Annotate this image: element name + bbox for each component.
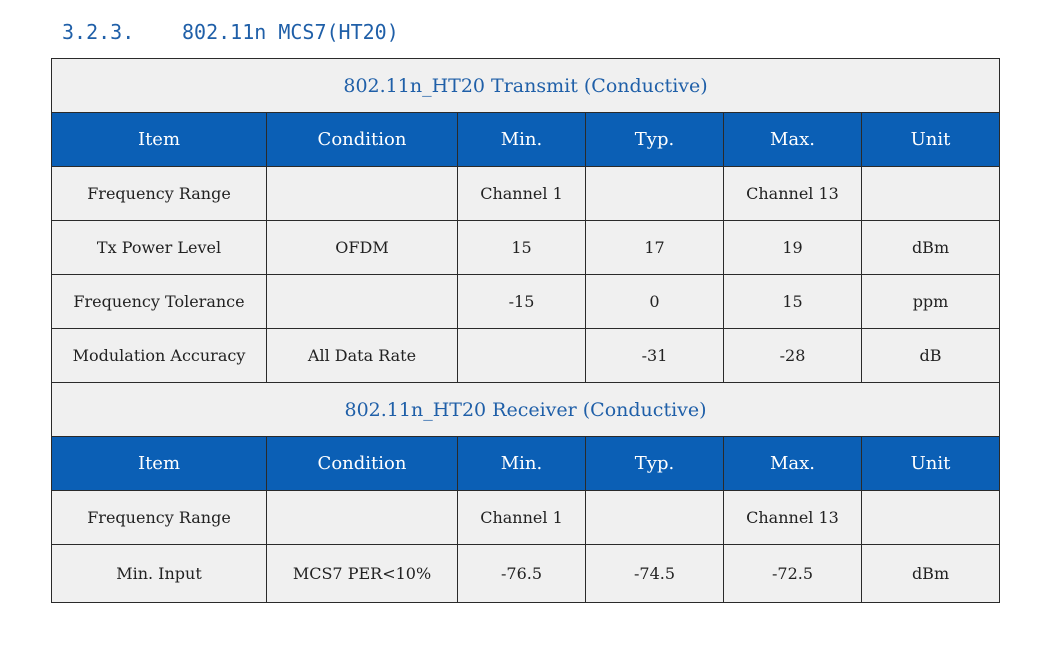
table-row: Min. Input MCS7 PER<10% -76.5 -74.5 -72.… xyxy=(51,544,1001,603)
table-cell xyxy=(457,328,586,383)
column-header: Item xyxy=(51,436,267,491)
table-cell: -15 xyxy=(457,274,586,329)
table-cell xyxy=(860,166,1001,221)
table-row: Modulation Accuracy All Data Rate -31 -2… xyxy=(51,328,1001,383)
table-cell: -74.5 xyxy=(585,544,724,603)
column-header: Condition xyxy=(266,436,458,491)
table-cell: dB xyxy=(860,328,1001,383)
table-cell: Frequency Range xyxy=(51,490,267,545)
table-cell: dBm xyxy=(860,220,1001,275)
table-cell: 19 xyxy=(723,220,862,275)
table-cell: ppm xyxy=(860,274,1001,329)
spec-table: 802.11n_HT20 Transmit (Conductive) Item … xyxy=(50,58,1001,603)
table-row: Frequency Range Channel 1 Channel 13 xyxy=(51,166,1001,221)
table-cell: OFDM xyxy=(266,220,458,275)
table-cell: 15 xyxy=(723,274,862,329)
table-cell: Modulation Accuracy xyxy=(51,328,267,383)
table-cell xyxy=(266,166,458,221)
column-header: Unit xyxy=(860,436,1001,491)
transmit-title-row: 802.11n_HT20 Transmit (Conductive) xyxy=(50,58,1001,113)
column-header: Unit xyxy=(860,112,1001,167)
receiver-title: 802.11n_HT20 Receiver (Conductive) xyxy=(50,382,1001,437)
column-header: Typ. xyxy=(585,436,724,491)
table-cell: 15 xyxy=(457,220,586,275)
column-header: Condition xyxy=(266,112,458,167)
table-cell: -72.5 xyxy=(723,544,862,603)
table-cell: Channel 1 xyxy=(457,490,586,545)
table-cell: Frequency Range xyxy=(51,166,267,221)
table-cell: Tx Power Level xyxy=(51,220,267,275)
transmit-header-row: Item Condition Min. Typ. Max. Unit xyxy=(51,112,1001,167)
table-cell xyxy=(585,166,724,221)
table-cell: Min. Input xyxy=(51,544,267,603)
table-cell xyxy=(585,490,724,545)
column-header: Typ. xyxy=(585,112,724,167)
table-cell xyxy=(266,490,458,545)
section-number: 3.2.3. xyxy=(62,20,135,44)
table-cell: dBm xyxy=(860,544,1001,603)
table-cell: Channel 13 xyxy=(723,166,862,221)
table-cell: Frequency Tolerance xyxy=(51,274,267,329)
table-cell xyxy=(266,274,458,329)
table-cell: Channel 13 xyxy=(723,490,862,545)
table-cell: -76.5 xyxy=(457,544,586,603)
column-header: Max. xyxy=(723,436,862,491)
table-cell: 0 xyxy=(585,274,724,329)
table-cell: Channel 1 xyxy=(457,166,586,221)
column-header: Min. xyxy=(457,112,586,167)
table-cell: All Data Rate xyxy=(266,328,458,383)
table-cell: -28 xyxy=(723,328,862,383)
table-cell: MCS7 PER<10% xyxy=(266,544,458,603)
section-title: 802.11n MCS7(HT20) xyxy=(182,20,399,44)
table-cell xyxy=(860,490,1001,545)
receiver-title-row: 802.11n_HT20 Receiver (Conductive) xyxy=(50,382,1001,437)
table-cell: -31 xyxy=(585,328,724,383)
table-row: Frequency Range Channel 1 Channel 13 xyxy=(51,490,1001,545)
column-header: Min. xyxy=(457,436,586,491)
table-cell: 17 xyxy=(585,220,724,275)
section-heading: 3.2.3. 802.11n MCS7(HT20) xyxy=(62,18,399,46)
table-row: Frequency Tolerance -15 0 15 ppm xyxy=(51,274,1001,329)
column-header: Max. xyxy=(723,112,862,167)
table-row: Tx Power Level OFDM 15 17 19 dBm xyxy=(51,220,1001,275)
receiver-header-row: Item Condition Min. Typ. Max. Unit xyxy=(51,436,1001,491)
transmit-title: 802.11n_HT20 Transmit (Conductive) xyxy=(50,58,1001,113)
column-header: Item xyxy=(51,112,267,167)
